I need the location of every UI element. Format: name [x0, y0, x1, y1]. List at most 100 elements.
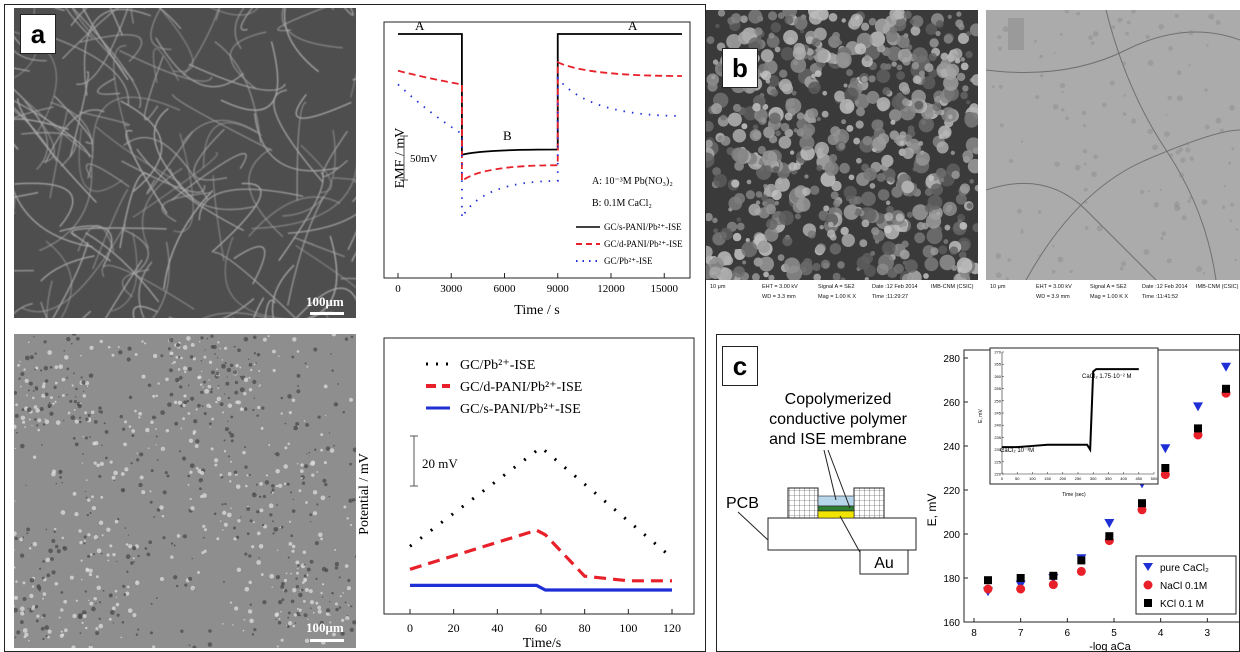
marker-artifact	[1008, 18, 1024, 50]
grain	[899, 131, 907, 139]
speckle	[127, 608, 133, 613]
grain	[780, 47, 795, 61]
speckle	[169, 392, 174, 397]
surface-pit	[1069, 269, 1073, 274]
fiber-strand	[248, 196, 341, 237]
grain	[770, 88, 779, 97]
grain	[861, 191, 876, 207]
speckle	[332, 592, 334, 594]
grain	[774, 46, 781, 53]
speckle	[227, 472, 232, 476]
surface-pit	[1059, 32, 1063, 36]
speckle	[246, 506, 251, 511]
speckle	[116, 560, 118, 563]
fiber-strand	[350, 72, 356, 98]
grain	[915, 151, 930, 166]
footer-date: Date :12 Feb 2014	[1142, 284, 1188, 290]
speckle	[334, 566, 339, 570]
surface-pit	[1007, 258, 1012, 262]
speckle	[127, 346, 132, 351]
grain	[778, 78, 792, 92]
speckle	[32, 390, 35, 392]
pcb-label: PCB	[726, 495, 759, 512]
surface-pit	[1166, 258, 1172, 264]
speckle	[296, 373, 301, 378]
fiber-strand	[173, 133, 194, 233]
grain	[812, 262, 821, 272]
speckle	[189, 463, 195, 469]
speckle	[92, 553, 96, 556]
grain	[928, 52, 937, 62]
speckle	[115, 596, 118, 598]
scalebar-line	[310, 639, 344, 642]
grain	[912, 204, 929, 221]
speckle	[301, 581, 305, 584]
speckle	[182, 534, 187, 539]
speckle	[40, 626, 45, 631]
grain	[763, 271, 769, 278]
fiber-strand	[40, 301, 48, 318]
speckle	[229, 480, 232, 483]
speckle	[281, 582, 285, 586]
speckle	[149, 631, 153, 635]
surface-pit	[1167, 95, 1172, 101]
pcb-leader	[737, 511, 769, 541]
speckle	[249, 603, 252, 606]
speckle	[192, 645, 197, 648]
speckle	[300, 588, 304, 592]
grain	[861, 22, 870, 31]
speckle	[309, 600, 315, 605]
speckle	[291, 355, 295, 359]
emf-xtick-label: 6000	[494, 283, 517, 295]
speckle	[200, 359, 203, 362]
surface-pit	[999, 123, 1004, 128]
speckle	[109, 544, 113, 548]
fiber-strand	[14, 118, 69, 150]
grain	[720, 114, 727, 121]
grain	[784, 15, 794, 25]
calibration-ytick-label: 180	[943, 574, 960, 585]
calibration-legend: pure CaCl₂ NaCl 0.1M KCl 0.1 M	[1135, 555, 1237, 615]
speckle	[32, 541, 38, 547]
fiber-strand	[61, 8, 146, 60]
speckle	[268, 503, 274, 509]
speckle	[322, 478, 327, 483]
speckle	[156, 459, 159, 461]
speckle	[119, 414, 123, 419]
surface-crack	[1105, 10, 1217, 280]
speckle	[274, 613, 279, 618]
emf-scale-label: 50mV	[410, 153, 438, 165]
grain	[922, 76, 936, 90]
speckle	[112, 622, 115, 624]
point-kcl	[1222, 384, 1230, 393]
speckle	[82, 435, 85, 438]
speckle	[349, 627, 354, 633]
speckle	[223, 450, 227, 453]
speckle	[190, 506, 195, 511]
speckle	[115, 602, 120, 607]
speckle	[236, 567, 242, 573]
speckle	[244, 586, 250, 592]
speckle	[150, 602, 153, 605]
speckle	[250, 368, 253, 372]
speckle	[88, 373, 94, 378]
grain	[930, 183, 943, 196]
grain	[711, 75, 716, 80]
speckle	[81, 610, 87, 615]
speckle	[291, 544, 296, 549]
speckle	[298, 608, 302, 612]
speckle	[204, 349, 206, 351]
speckle	[45, 557, 51, 563]
speckle	[114, 589, 118, 593]
speckle	[245, 484, 248, 488]
surface-pit	[1221, 205, 1226, 210]
speckle	[44, 418, 46, 421]
speckle	[124, 467, 129, 472]
grain	[914, 100, 924, 110]
speckle	[208, 360, 213, 365]
grain	[768, 32, 775, 39]
speckle	[305, 422, 310, 427]
speckle	[14, 604, 15, 609]
speckle	[78, 613, 83, 618]
speckle	[167, 347, 171, 351]
